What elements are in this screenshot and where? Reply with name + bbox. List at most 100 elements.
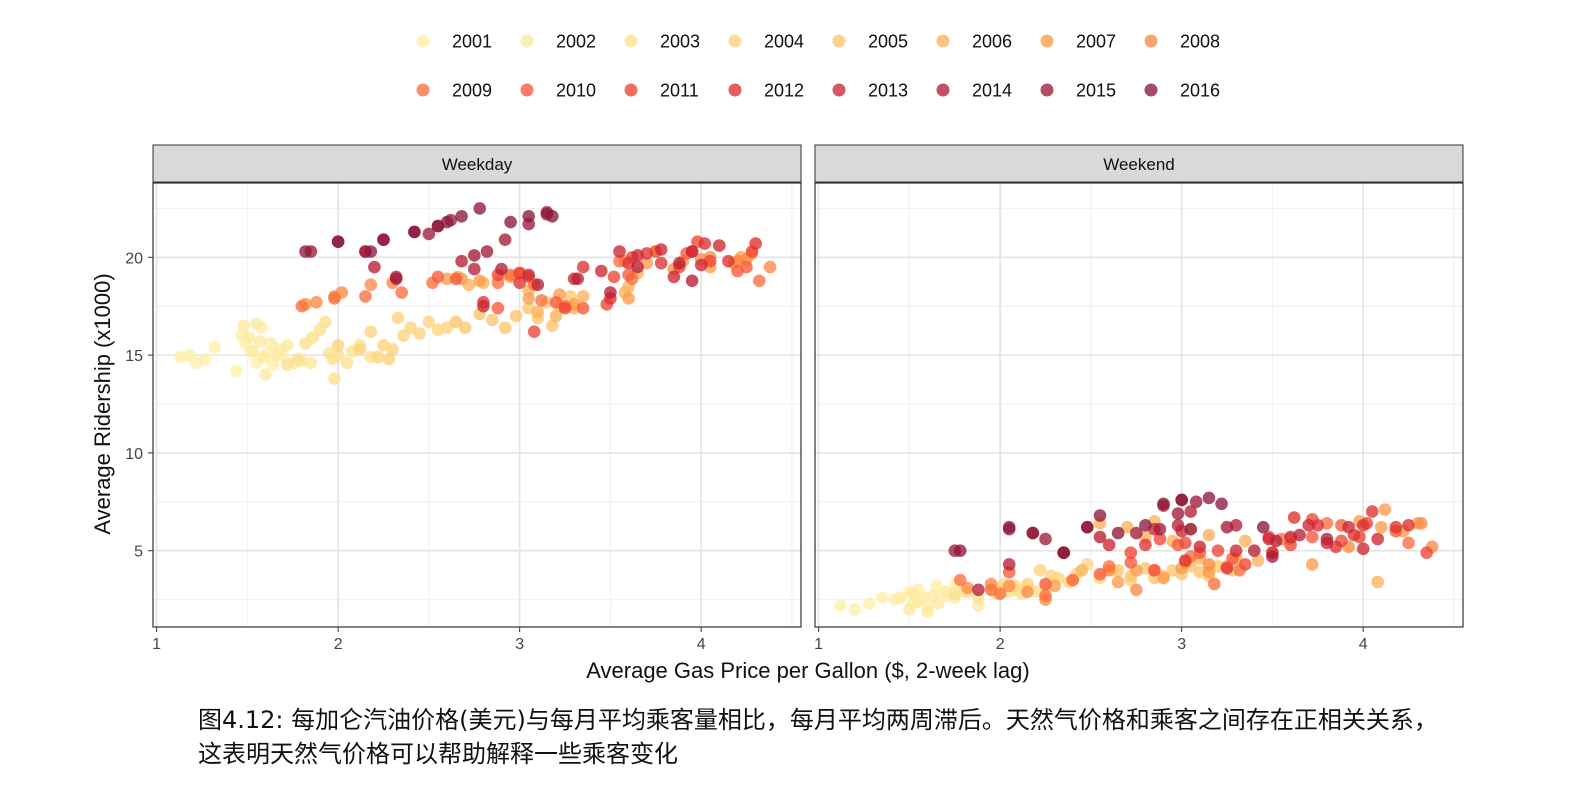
data-point-2016 bbox=[473, 202, 487, 215]
legend-key bbox=[416, 83, 430, 97]
data-point-2006 bbox=[1120, 520, 1134, 534]
legend-label: 2005 bbox=[868, 32, 908, 52]
data-point-2003 bbox=[328, 372, 341, 385]
data-point-2004 bbox=[404, 321, 418, 335]
legend-label: 2010 bbox=[556, 81, 596, 101]
strip-label: Weekend bbox=[1103, 155, 1175, 174]
data-point-2011 bbox=[607, 270, 621, 284]
data-point-2010 bbox=[1124, 556, 1138, 569]
data-point-2007 bbox=[1378, 503, 1392, 516]
data-point-2008 bbox=[763, 260, 777, 274]
data-point-2013 bbox=[694, 258, 708, 272]
data-point-2005 bbox=[509, 309, 523, 323]
data-point-2013 bbox=[613, 245, 626, 258]
data-point-2004 bbox=[331, 339, 345, 352]
data-point-2012 bbox=[722, 254, 735, 268]
data-point-2002 bbox=[304, 356, 318, 370]
data-point-2014 bbox=[1320, 532, 1334, 546]
data-point-2001 bbox=[834, 599, 847, 612]
data-point-2006 bbox=[531, 305, 545, 319]
data-point-2014 bbox=[531, 278, 545, 292]
data-point-2012 bbox=[1356, 519, 1370, 532]
data-point-2012 bbox=[698, 237, 712, 250]
data-point-2015 bbox=[1171, 507, 1185, 520]
legend-key bbox=[416, 34, 430, 48]
legend-item: 2008 bbox=[1144, 32, 1220, 52]
data-point-2016 bbox=[1002, 520, 1016, 534]
data-point-2003 bbox=[291, 352, 305, 366]
legend-label: 2012 bbox=[764, 81, 804, 101]
x-tick-label: 1 bbox=[152, 636, 161, 653]
data-point-2015 bbox=[480, 245, 494, 258]
data-point-2014 bbox=[1184, 505, 1197, 518]
x-tick-label: 3 bbox=[515, 636, 524, 653]
y-tick-label: 15 bbox=[125, 348, 143, 365]
data-point-2001 bbox=[863, 597, 876, 610]
data-point-2006 bbox=[1202, 528, 1216, 542]
legend-item: 2001 bbox=[416, 32, 492, 52]
data-point-2002 bbox=[894, 591, 907, 604]
data-point-2001 bbox=[208, 341, 221, 354]
panels: Weekday Weekend bbox=[152, 144, 1464, 628]
legend-label: 2009 bbox=[452, 81, 492, 101]
data-point-2016 bbox=[1257, 520, 1270, 534]
y-tick-label: 10 bbox=[125, 446, 143, 463]
data-point-2016 bbox=[455, 210, 468, 223]
x-tick-label: 2 bbox=[334, 636, 343, 653]
legend-item: 2010 bbox=[520, 81, 596, 101]
data-point-2012 bbox=[1365, 505, 1379, 518]
y-axis-title: Average Ridership (x1000) bbox=[90, 273, 115, 534]
legend-label: 2007 bbox=[1076, 32, 1116, 52]
data-point-2011 bbox=[1211, 544, 1225, 557]
data-point-2010 bbox=[576, 301, 590, 315]
panel-weekday: Weekday bbox=[152, 144, 802, 628]
data-point-2013 bbox=[1193, 540, 1207, 554]
data-point-2006 bbox=[549, 309, 563, 323]
legend-item: 2012 bbox=[728, 81, 804, 101]
data-point-2011 bbox=[1124, 546, 1138, 559]
data-point-2009 bbox=[1208, 577, 1221, 591]
legend-key bbox=[832, 34, 846, 48]
panel-weekend: Weekend bbox=[814, 144, 1464, 628]
data-point-2010 bbox=[549, 296, 563, 309]
data-point-2002 bbox=[932, 597, 945, 610]
data-point-2001 bbox=[875, 591, 889, 604]
data-point-2009 bbox=[953, 573, 967, 587]
data-point-2004 bbox=[391, 311, 405, 325]
data-point-2013 bbox=[1102, 538, 1116, 552]
data-point-2011 bbox=[1238, 558, 1252, 571]
data-point-2015 bbox=[1266, 550, 1279, 563]
legend-label: 2006 bbox=[972, 32, 1012, 52]
data-point-2010 bbox=[1039, 577, 1052, 591]
data-point-2013 bbox=[685, 245, 699, 258]
data-point-2016 bbox=[504, 215, 517, 229]
data-point-2004 bbox=[1033, 564, 1047, 577]
data-point-2012 bbox=[1287, 511, 1301, 524]
data-point-2014 bbox=[1171, 519, 1185, 532]
data-point-2015 bbox=[422, 227, 436, 241]
data-point-2009 bbox=[1402, 536, 1415, 550]
data-point-2012 bbox=[513, 276, 526, 290]
figure-caption: 图4.12: 每加仑汽油价格(美元)与每月平均乘客量相比，每月平均两周滞后。天然… bbox=[198, 706, 1438, 768]
data-point-2014 bbox=[631, 260, 644, 274]
legend-key bbox=[520, 83, 534, 97]
data-point-2014 bbox=[685, 274, 699, 288]
data-point-2009 bbox=[295, 299, 309, 313]
data-point-2014 bbox=[972, 583, 985, 597]
data-point-2009 bbox=[753, 274, 766, 288]
data-point-2014 bbox=[468, 262, 481, 276]
legend-key bbox=[520, 34, 534, 48]
panel-border bbox=[814, 182, 1464, 628]
data-point-2003 bbox=[340, 356, 354, 370]
legend-label: 2014 bbox=[972, 81, 1012, 101]
panel-border bbox=[152, 182, 802, 628]
legend-item: 2016 bbox=[1144, 81, 1220, 101]
data-point-2011 bbox=[1179, 536, 1192, 550]
data-point-2009 bbox=[359, 290, 372, 303]
data-point-2016 bbox=[1139, 519, 1152, 532]
data-point-2004 bbox=[353, 343, 367, 356]
data-point-2011 bbox=[527, 325, 541, 339]
data-point-2009 bbox=[1102, 560, 1116, 573]
data-point-2005 bbox=[498, 321, 512, 335]
